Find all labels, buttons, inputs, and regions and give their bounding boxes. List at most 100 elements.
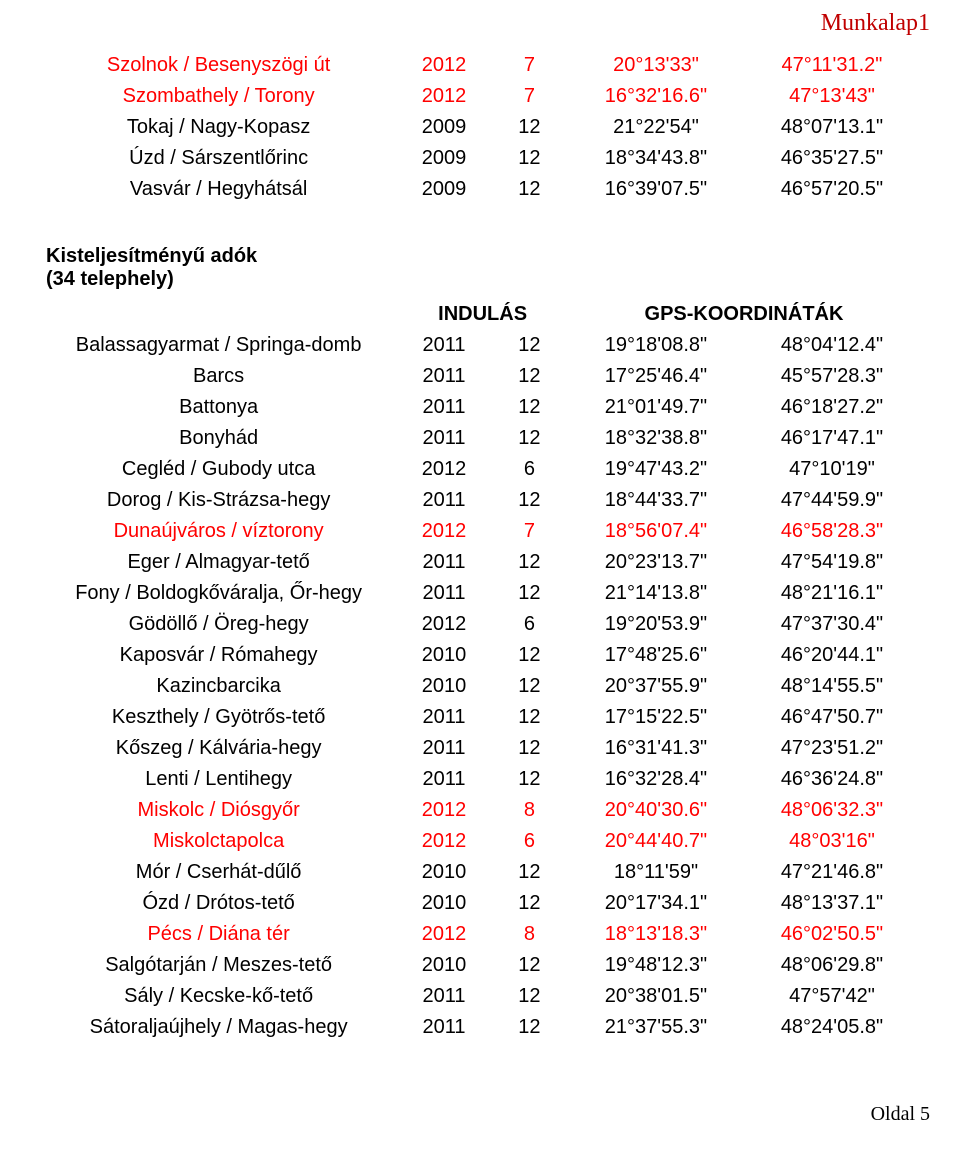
cell-latitude: 48°21'16.1" xyxy=(744,578,920,609)
cell-month: 12 xyxy=(491,485,568,516)
cell-latitude: 46°17'47.1" xyxy=(744,423,920,454)
cell-latitude: 46°47'50.7" xyxy=(744,702,920,733)
table-row: Miskolc / Diósgyőr2012820°40'30.6"48°06'… xyxy=(40,795,920,826)
table-row: Mór / Cserhát-dűlő20101218°11'59"47°21'4… xyxy=(40,857,920,888)
table-row: Lenti / Lentihegy20111216°32'28.4"46°36'… xyxy=(40,764,920,795)
cell-name: Kaposvár / Rómahegy xyxy=(40,640,397,671)
data-table: Szolnok / Besenyszögi út2012720°13'33"47… xyxy=(40,50,920,1043)
cell-year: 2009 xyxy=(397,174,491,205)
cell-name: Mór / Cserhát-dűlő xyxy=(40,857,397,888)
cell-latitude: 46°57'20.5" xyxy=(744,174,920,205)
table-row: Sály / Kecske-kő-tető20111220°38'01.5"47… xyxy=(40,981,920,1012)
table-row: Tokaj / Nagy-Kopasz20091221°22'54"48°07'… xyxy=(40,112,920,143)
table-row: Kaposvár / Rómahegy20101217°48'25.6"46°2… xyxy=(40,640,920,671)
cell-longitude: 21°14'13.8" xyxy=(568,578,744,609)
cell-month: 12 xyxy=(491,578,568,609)
cell-name: Dunaújváros / víztorony xyxy=(40,516,397,547)
cell-year: 2011 xyxy=(397,702,491,733)
cell-latitude: 47°10'19" xyxy=(744,454,920,485)
cell-longitude: 21°37'55.3" xyxy=(568,1012,744,1043)
cell-year: 2010 xyxy=(397,888,491,919)
cell-month: 12 xyxy=(491,888,568,919)
cell-name: Battonya xyxy=(40,392,397,423)
cell-longitude: 20°23'13.7" xyxy=(568,547,744,578)
cell-name: Tokaj / Nagy-Kopasz xyxy=(40,112,397,143)
cell-latitude: 48°04'12.4" xyxy=(744,330,920,361)
cell-longitude: 18°34'43.8" xyxy=(568,143,744,174)
cell-month: 12 xyxy=(491,981,568,1012)
cell-latitude: 48°03'16" xyxy=(744,826,920,857)
cell-latitude: 47°23'51.2" xyxy=(744,733,920,764)
table-row: Sátoraljaújhely / Magas-hegy20111221°37'… xyxy=(40,1012,920,1043)
cell-name: Sály / Kecske-kő-tető xyxy=(40,981,397,1012)
cell-longitude: 20°17'34.1" xyxy=(568,888,744,919)
cell-longitude: 20°13'33" xyxy=(568,50,744,81)
cell-month: 6 xyxy=(491,826,568,857)
cell-longitude: 17°15'22.5" xyxy=(568,702,744,733)
cell-year: 2012 xyxy=(397,919,491,950)
cell-latitude: 47°13'43" xyxy=(744,81,920,112)
cell-month: 12 xyxy=(491,143,568,174)
cell-latitude: 46°35'27.5" xyxy=(744,143,920,174)
cell-month: 12 xyxy=(491,1012,568,1043)
cell-month: 6 xyxy=(491,609,568,640)
cell-name: Pécs / Diána tér xyxy=(40,919,397,950)
table-row: Barcs20111217°25'46.4"45°57'28.3" xyxy=(40,361,920,392)
cell-year: 2011 xyxy=(397,733,491,764)
cell-month: 12 xyxy=(491,671,568,702)
cell-name: Fony / Boldogkőváralja, Őr-hegy xyxy=(40,578,397,609)
cell-name: Miskolc / Diósgyőr xyxy=(40,795,397,826)
cell-longitude: 21°22'54" xyxy=(568,112,744,143)
cell-name: Ózd / Drótos-tető xyxy=(40,888,397,919)
column-header-indulas: INDULÁS xyxy=(397,299,568,330)
table-row: Kazincbarcika20101220°37'55.9"48°14'55.5… xyxy=(40,671,920,702)
cell-longitude: 18°13'18.3" xyxy=(568,919,744,950)
cell-longitude: 20°40'30.6" xyxy=(568,795,744,826)
cell-month: 12 xyxy=(491,392,568,423)
cell-name: Dorog / Kis-Strázsa-hegy xyxy=(40,485,397,516)
table-row: Vasvár / Hegyhátsál20091216°39'07.5"46°5… xyxy=(40,174,920,205)
cell-latitude: 47°44'59.9" xyxy=(744,485,920,516)
cell-year: 2011 xyxy=(397,1012,491,1043)
cell-latitude: 47°37'30.4" xyxy=(744,609,920,640)
cell-name: Salgótarján / Meszes-tető xyxy=(40,950,397,981)
table-row: Szombathely / Torony2012716°32'16.6"47°1… xyxy=(40,81,920,112)
cell-longitude: 18°32'38.8" xyxy=(568,423,744,454)
table-row: Miskolctapolca2012620°44'40.7"48°03'16" xyxy=(40,826,920,857)
cell-name: Úzd / Sárszentlőrinc xyxy=(40,143,397,174)
cell-longitude: 18°11'59" xyxy=(568,857,744,888)
page-footer: Oldal 5 xyxy=(0,1083,960,1146)
cell-month: 8 xyxy=(491,795,568,826)
cell-longitude: 17°48'25.6" xyxy=(568,640,744,671)
cell-month: 8 xyxy=(491,919,568,950)
cell-name: Miskolctapolca xyxy=(40,826,397,857)
cell-longitude: 19°18'08.8" xyxy=(568,330,744,361)
table-row: Balassagyarmat / Springa-domb20111219°18… xyxy=(40,330,920,361)
cell-name: Gödöllő / Öreg-hegy xyxy=(40,609,397,640)
table-row: Eger / Almagyar-tető20111220°23'13.7"47°… xyxy=(40,547,920,578)
cell-latitude: 48°07'13.1" xyxy=(744,112,920,143)
cell-longitude: 16°32'16.6" xyxy=(568,81,744,112)
table-row: Dunaújváros / víztorony2012718°56'07.4"4… xyxy=(40,516,920,547)
table-row: Ózd / Drótos-tető20101220°17'34.1"48°13'… xyxy=(40,888,920,919)
cell-year: 2011 xyxy=(397,361,491,392)
sheet-label: Munkalap1 xyxy=(821,10,930,37)
cell-latitude: 45°57'28.3" xyxy=(744,361,920,392)
cell-name: Cegléd / Gubody utca xyxy=(40,454,397,485)
section-title-line1: Kisteljesítményű adók xyxy=(46,245,257,267)
cell-name: Keszthely / Gyötrős-tető xyxy=(40,702,397,733)
content-area: Szolnok / Besenyszögi út2012720°13'33"47… xyxy=(0,0,960,1083)
page-container: Munkalap1 Szolnok / Besenyszögi út201272… xyxy=(0,0,960,1146)
cell-month: 12 xyxy=(491,361,568,392)
cell-year: 2011 xyxy=(397,392,491,423)
cell-year: 2012 xyxy=(397,795,491,826)
cell-longitude: 16°32'28.4" xyxy=(568,764,744,795)
cell-month: 12 xyxy=(491,423,568,454)
cell-latitude: 46°20'44.1" xyxy=(744,640,920,671)
cell-name: Lenti / Lentihegy xyxy=(40,764,397,795)
cell-name: Kazincbarcika xyxy=(40,671,397,702)
cell-latitude: 46°18'27.2" xyxy=(744,392,920,423)
cell-name: Barcs xyxy=(40,361,397,392)
table-row: Bonyhád20111218°32'38.8"46°17'47.1" xyxy=(40,423,920,454)
cell-month: 12 xyxy=(491,950,568,981)
